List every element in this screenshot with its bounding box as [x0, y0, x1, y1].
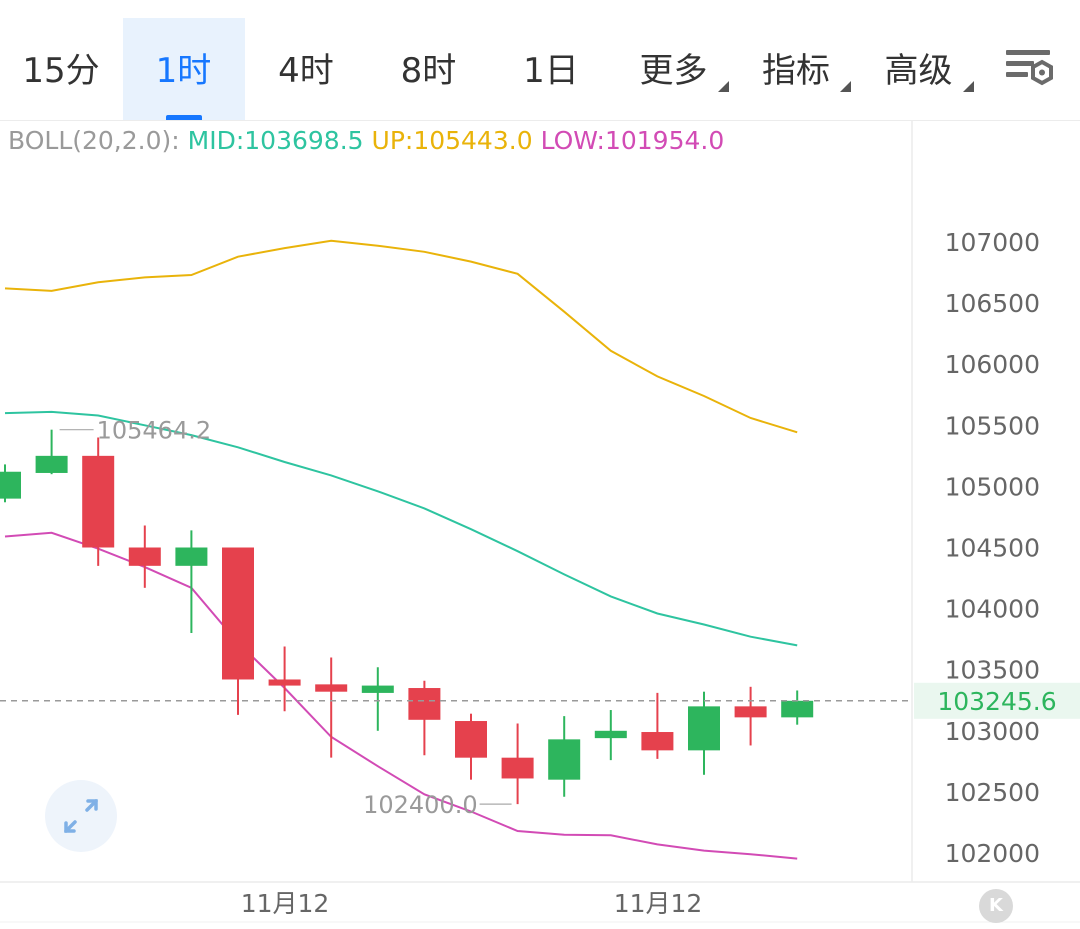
y-tick-label: 105000 — [945, 472, 1040, 501]
y-tick-label: 107000 — [945, 228, 1040, 257]
candle-body — [408, 688, 441, 720]
boll-low-value: LOW:101954.0 — [540, 126, 725, 155]
tab-label: 指标 — [762, 51, 830, 91]
boll-mid-value: MID:103698.5 — [187, 126, 364, 155]
tab-label: 高级 — [884, 51, 953, 91]
tab-2[interactable]: 4时 — [245, 18, 367, 120]
last-price-badge — [914, 682, 1080, 719]
candle-body — [501, 757, 534, 779]
candle-body — [175, 547, 208, 566]
y-tick-label: 103000 — [945, 717, 1040, 746]
tab-label: 1时 — [155, 51, 212, 91]
tab-1[interactable]: 1时 — [122, 18, 245, 120]
expand-chart-button[interactable] — [45, 780, 117, 852]
candle-body — [455, 721, 487, 758]
boll-up-value: UP:105443.0 — [371, 126, 533, 155]
dropdown-caret-icon — [962, 81, 974, 92]
candle-body — [222, 547, 254, 680]
candle-body — [781, 700, 814, 718]
scroll-to-latest-button[interactable]: K — [979, 889, 1013, 923]
candle-body — [594, 730, 627, 739]
tabs-divider — [0, 120, 1080, 121]
candle-body — [688, 706, 720, 751]
tab-3[interactable]: 8时 — [368, 18, 490, 120]
tab-label: 更多 — [639, 51, 708, 91]
high-price-marker: 105464.2 — [97, 417, 212, 445]
candle-body — [734, 706, 767, 718]
candle-body — [82, 455, 115, 548]
candle-body — [548, 739, 581, 780]
tab-label: 1日 — [523, 51, 579, 91]
tab-label: 8时 — [400, 51, 457, 91]
tab-4[interactable]: 1日 — [490, 18, 612, 120]
dropdown-caret-icon — [717, 81, 729, 92]
tab-label: 15分 — [22, 51, 100, 91]
candle-body — [0, 471, 21, 499]
boll-up-line — [4, 239, 798, 434]
last-price-label: 103245.6 — [937, 687, 1056, 716]
timeframe-tabs: 15分 1时 4时 8时 1日 更多 指标 高级 — [0, 0, 1080, 120]
y-tick-label: 102000 — [945, 839, 1040, 868]
candle-body — [268, 679, 301, 686]
y-tick-label: 103500 — [945, 656, 1040, 685]
dropdown-caret-icon — [840, 81, 851, 92]
chart-settings-icon[interactable] — [1000, 44, 1060, 96]
candle-body — [35, 455, 68, 473]
y-tick-label: 106500 — [945, 289, 1040, 318]
y-tick-label: 102500 — [945, 778, 1040, 807]
expand-icon — [64, 799, 98, 833]
boll-legend: BOLL(20,2.0): MID:103698.5 UP:105443.0 L… — [8, 124, 724, 158]
y-tick-label: 106000 — [945, 350, 1040, 379]
y-tick-label: 104000 — [945, 595, 1040, 624]
active-tab-indicator — [165, 115, 202, 120]
tab-5[interactable]: 更多 — [613, 18, 735, 120]
candle-body — [641, 732, 674, 751]
boll-mid-line — [4, 410, 798, 647]
candle-body — [315, 684, 348, 692]
boll-legend-label: BOLL(20,2.0): — [8, 126, 180, 155]
candle-body — [361, 685, 394, 693]
tab-label: 4时 — [278, 51, 334, 91]
tab-6[interactable]: 指标 — [735, 18, 857, 120]
candle-body — [128, 547, 161, 566]
chevron-left-icon: K — [989, 895, 1003, 916]
low-price-marker: 102400.0 — [363, 791, 478, 819]
x-tick-label: 11月12 — [614, 889, 703, 918]
tab-0[interactable]: 15分 — [0, 18, 122, 120]
y-tick-label: 105500 — [945, 411, 1040, 440]
x-tick-label: 11月12 — [241, 889, 330, 918]
tab-7[interactable]: 高级 — [858, 18, 980, 120]
y-tick-label: 104500 — [945, 534, 1040, 563]
